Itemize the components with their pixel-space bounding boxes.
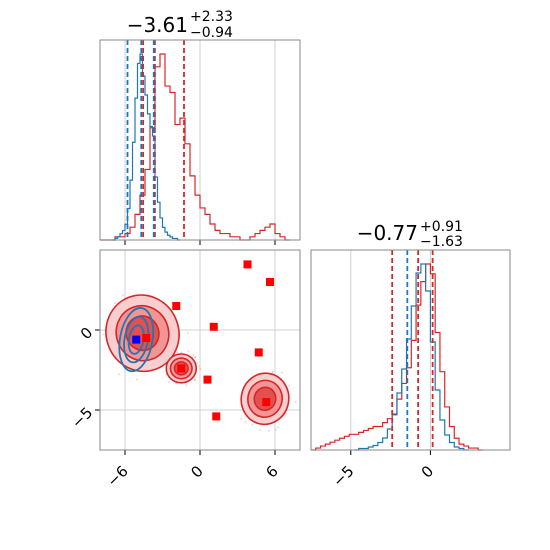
- joint-sample-dot-1-7: [192, 353, 195, 356]
- joint-red-square-marker-1: [266, 278, 274, 286]
- joint-blue-square-marker: [132, 335, 141, 344]
- joint-sample-dot-2-30: [271, 371, 274, 374]
- param1-title-minus: −0.94: [190, 25, 233, 41]
- joint-sample-dot-0-26: [118, 373, 121, 376]
- param2-title-minus: −1.63: [420, 234, 463, 250]
- joint-sample-dot-1-0: [185, 384, 188, 387]
- joint-sample-dot-2-24: [259, 429, 262, 431]
- param1-title-value: −3.61: [127, 13, 188, 37]
- joint-red-square-marker-3: [209, 322, 218, 331]
- joint-sample-dot-2-4: [244, 420, 247, 423]
- joint-sample-dot-1-27: [175, 382, 178, 385]
- joint-sample-dot-1-21: [198, 365, 201, 367]
- joint-sample-dot-2-33: [251, 423, 254, 426]
- joint-sample-dot-2-37: [281, 371, 283, 374]
- joint-red-square-marker-9: [142, 334, 151, 342]
- joint-frame: [99, 249, 301, 451]
- joint-sample-dot-0-7: [113, 302, 116, 305]
- joint-red-square-marker-2: [172, 302, 181, 310]
- param1-histogram-panel: −3.61 +2.33 −0.94: [99, 9, 301, 245]
- param1-frame: [99, 39, 301, 241]
- param2-title-plus: +0.91: [420, 219, 463, 235]
- joint-sample-dot-1-20: [168, 381, 170, 383]
- joint-sample-dot-0-20: [135, 378, 138, 381]
- joint-sample-dot-0-3: [122, 294, 124, 297]
- joint-red-square-marker-6: [212, 412, 221, 421]
- joint-red-square-marker-7: [262, 398, 271, 406]
- joint-sample-dot-2-36: [274, 428, 277, 431]
- joint-sample-dot-2-8: [268, 429, 270, 432]
- param1-red-step: [100, 53, 290, 241]
- joint-sample-dot-1-26: [196, 362, 199, 364]
- joint-contour-panel: −6 0 60−5: [68, 249, 301, 490]
- joint-red-square-marker-8: [177, 364, 186, 373]
- joint-red-square-marker-0: [243, 260, 252, 269]
- joint-red-square-marker-5: [203, 375, 212, 384]
- joint-sample-dot-1-22: [187, 350, 190, 353]
- param2-title-value: −0.77: [357, 221, 418, 245]
- joint-sample-dot-2-3: [294, 400, 297, 403]
- joint-sample-dot-2-28: [240, 417, 243, 420]
- joint-sample-dot-0-35: [102, 333, 105, 336]
- joint-sample-dot-2-19: [288, 384, 291, 387]
- param2-frame: [310, 249, 511, 451]
- joint-sample-dot-2-20: [277, 426, 279, 429]
- joint-red-square-marker-4: [254, 348, 263, 357]
- joint-sample-dot-1-32: [193, 379, 196, 381]
- param1-blue-step: [112, 53, 180, 241]
- joint-sample-dot-1-29: [194, 356, 197, 358]
- param2-blue-step: [353, 263, 469, 451]
- joint-sample-dot-0-12: [176, 351, 179, 354]
- joint-sample-dot-0-0: [186, 332, 189, 335]
- joint-sample-dot-1-33: [199, 368, 202, 371]
- joint-sample-dot-1-35: [180, 351, 183, 354]
- joint-blue-contour-0-level-0: [118, 307, 155, 373]
- param1-title-plus: +2.33: [190, 9, 233, 25]
- joint-sample-dot-2-21: [285, 412, 288, 415]
